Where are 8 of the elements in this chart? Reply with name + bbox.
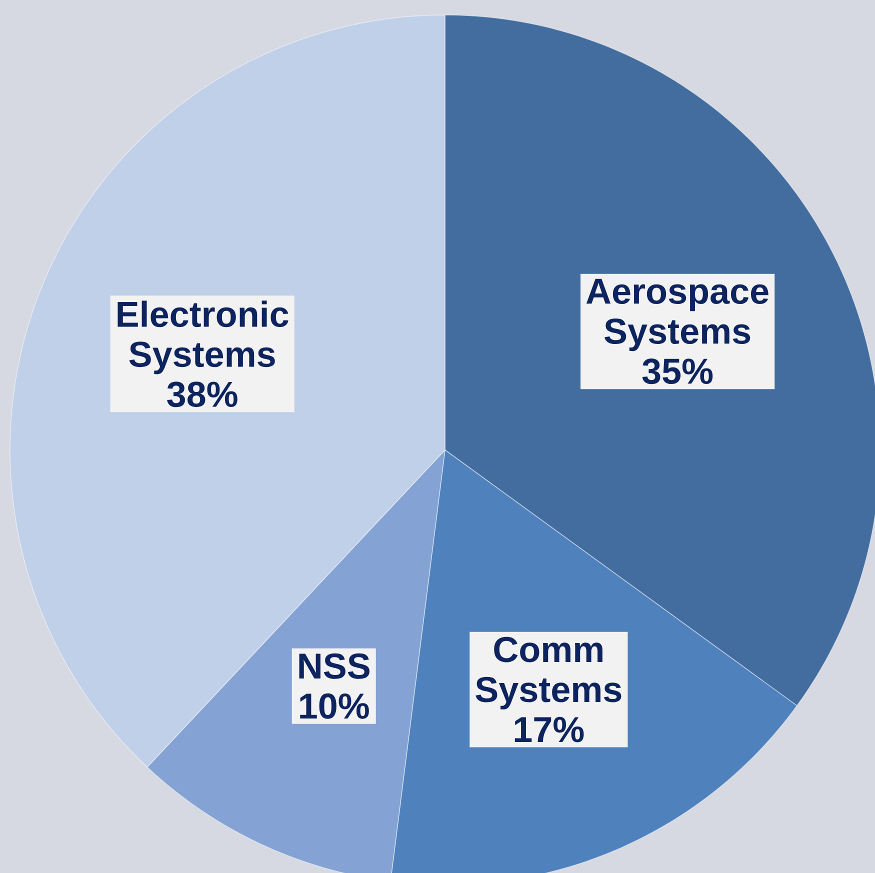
data-label: 17% (514, 716, 584, 742)
slice-label: Electronic Systems (118, 300, 288, 374)
data-label: 35% (642, 358, 713, 384)
data-label: 38% (167, 382, 238, 408)
slice-label: Aerospace Systems (586, 278, 768, 352)
slice-label: NSS (299, 653, 370, 679)
slice-label: Comm Systems (476, 636, 622, 710)
data-label: 10% (300, 693, 369, 719)
